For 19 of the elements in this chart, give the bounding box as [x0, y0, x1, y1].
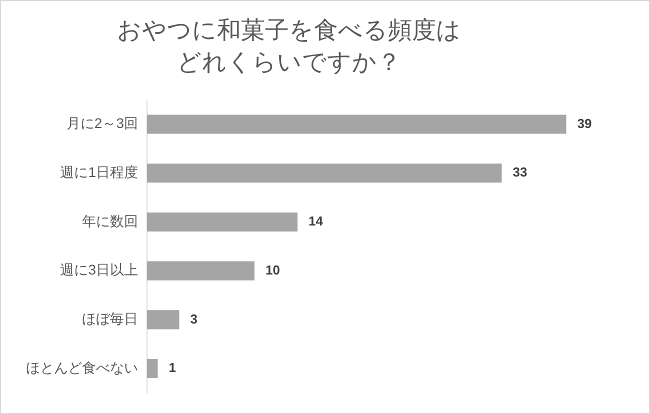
data-label: 33: [512, 164, 528, 180]
data-label: 39: [577, 116, 592, 131]
chart-title: おやつに和菓子を食べる頻度はどれくらいですか？: [117, 16, 461, 76]
data-label: 1: [168, 360, 176, 376]
data-label: 10: [266, 262, 280, 278]
bar: [147, 261, 254, 280]
y-tick-label: 年に数回: [82, 212, 138, 229]
bar: [147, 359, 158, 378]
y-tick-label: ほぼ毎日: [82, 310, 138, 327]
bar: [147, 212, 298, 232]
data-label: 3: [190, 311, 198, 326]
y-tick-label: 週に3日以上: [60, 262, 138, 278]
data-label: 14: [308, 214, 324, 229]
bar: [147, 310, 180, 330]
y-tick-label: 月に2～3回: [66, 115, 138, 132]
bar: [147, 164, 502, 183]
y-tick-label: ほとんど食べない: [26, 359, 138, 376]
bar: [147, 114, 566, 134]
y-tick-label: 週に1日程度: [60, 164, 138, 180]
